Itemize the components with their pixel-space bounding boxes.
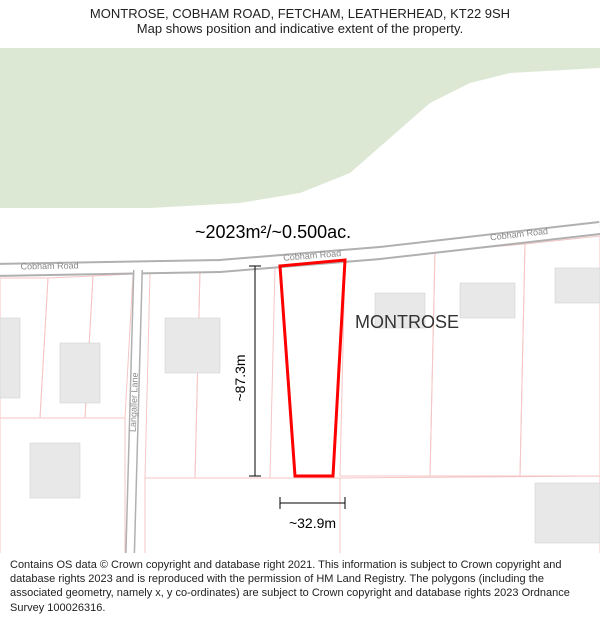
property-extent-polygon [280,260,345,476]
road-label-langaller: Langaller Lane [128,372,140,432]
parcel-boundary [340,252,435,476]
property-name-label: MONTROSE [355,312,459,332]
building-footprint [60,343,100,403]
road-label-cobham: Cobham Road [20,260,78,271]
parcel-boundary [430,244,525,476]
green-area [0,48,600,208]
dimension-height-label: ~87.3m [232,354,248,401]
map-canvas: Cobham RoadCobham RoadCobham RoadLangall… [0,38,600,553]
building-footprint [0,318,20,398]
building-footprint [30,443,80,498]
building-footprint [460,283,515,318]
building-footprint [535,483,600,543]
parcel-boundary [145,270,200,478]
dimension-width-label: ~32.9m [289,515,336,531]
building-footprint [165,318,220,373]
map-title: MONTROSE, COBHAM ROAD, FETCHAM, LEATHERH… [10,6,590,21]
building-footprint [555,268,600,303]
copyright-footer: Contains OS data © Crown copyright and d… [0,552,600,625]
area-label: ~2023m²/~0.500ac. [195,222,351,242]
map-subtitle: Map shows position and indicative extent… [10,21,590,36]
